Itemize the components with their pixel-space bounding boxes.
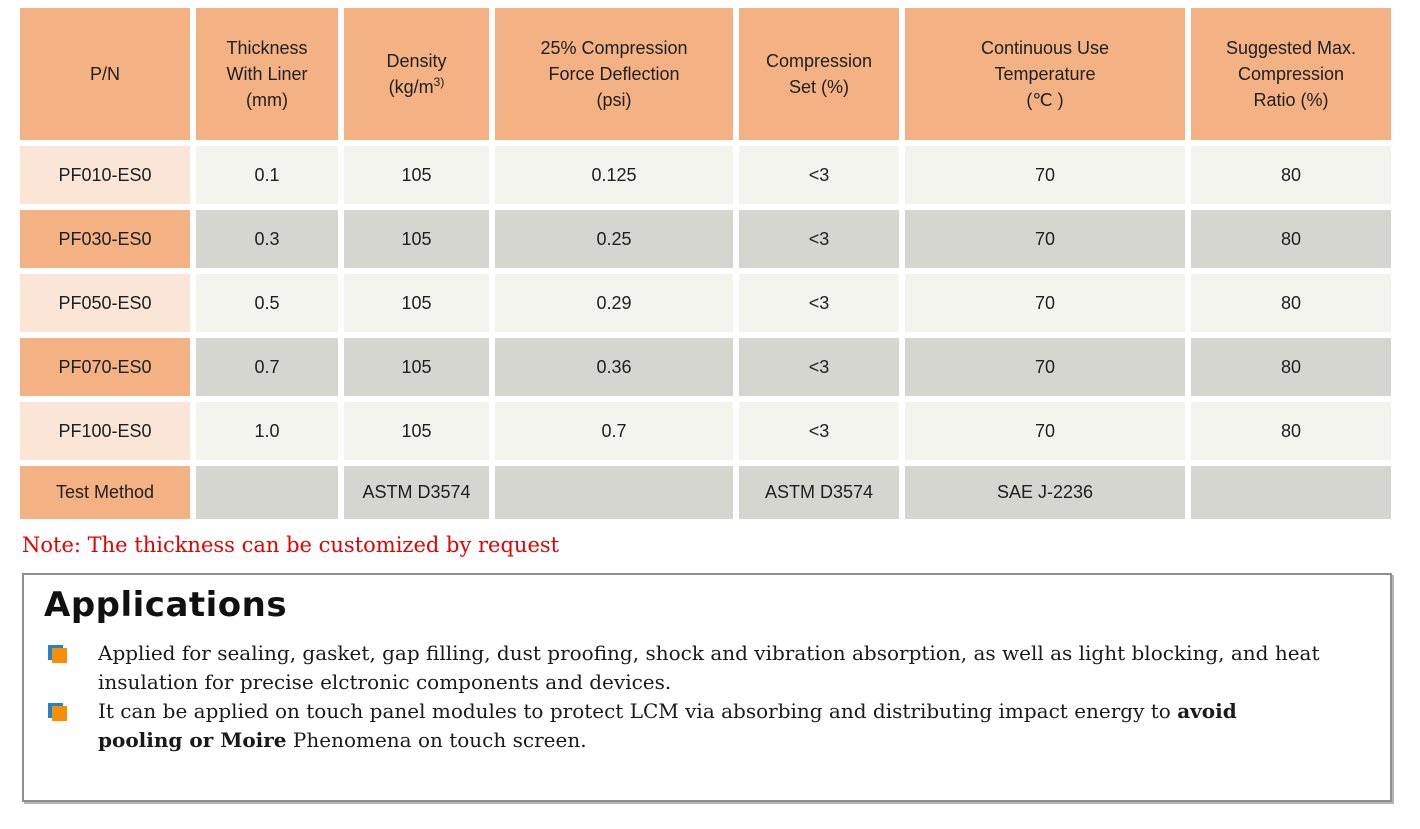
bullet-square-icon <box>48 645 68 665</box>
data-cell: <3 <box>739 338 899 396</box>
data-cell: 80 <box>1191 146 1391 204</box>
thickness-note: Note: The thickness can be customized by… <box>22 533 560 557</box>
data-cell: 70 <box>905 402 1185 460</box>
data-cell: 105 <box>344 338 489 396</box>
header-cell-5: Continuous Use Temperature (℃ ) <box>905 8 1185 140</box>
header-cell-4: Compression Set (%) <box>739 8 899 140</box>
data-cell: 105 <box>344 274 489 332</box>
bullet-text-segment: It can be applied on touch panel modules… <box>98 699 1178 723</box>
data-cell: 105 <box>344 146 489 204</box>
data-cell: 70 <box>905 274 1185 332</box>
test-method-cell <box>495 466 733 519</box>
bullet-text: It can be applied on touch panel modules… <box>98 697 1328 755</box>
applications-title: Applications <box>44 585 288 625</box>
data-cell: <3 <box>739 146 899 204</box>
data-cell: 0.125 <box>495 146 733 204</box>
data-cell: 0.25 <box>495 210 733 268</box>
data-cell: 0.1 <box>196 146 338 204</box>
table-row: PF100-ES0 1.0 105 0.7 <3 70 80 <box>20 402 1391 460</box>
data-cell: 0.7 <box>495 402 733 460</box>
data-cell: 105 <box>344 402 489 460</box>
data-cell: 70 <box>905 210 1185 268</box>
test-method-cell <box>1191 466 1391 519</box>
bullet-orange-square <box>52 706 67 721</box>
test-method-cell: SAE J-2236 <box>905 466 1185 519</box>
pn-cell: PF050-ES0 <box>20 274 190 332</box>
data-cell: 80 <box>1191 402 1391 460</box>
superscript: 3) <box>433 75 445 89</box>
data-cell: 0.5 <box>196 274 338 332</box>
data-cell: 80 <box>1191 210 1391 268</box>
bullet-text-bold-segment: avoid pooling or Moire <box>98 699 1237 752</box>
table-row: PF070-ES0 0.7 105 0.36 <3 70 80 <box>20 338 1391 396</box>
pn-cell: PF100-ES0 <box>20 402 190 460</box>
bullet-square-icon <box>48 703 68 723</box>
header-cell-2: Density (kg/m3) <box>344 8 489 140</box>
pn-cell: PF030-ES0 <box>20 210 190 268</box>
pn-cell: PF070-ES0 <box>20 338 190 396</box>
data-cell: 0.3 <box>196 210 338 268</box>
bullet-text-segment: Phenomena on touch screen. <box>286 728 587 752</box>
spec-table-header-row: P/N Thickness With Liner (mm) Density (kg/… <box>20 8 1391 140</box>
data-cell: 80 <box>1191 274 1391 332</box>
applications-section: Applications Applied for sealing, gasket… <box>22 573 1392 802</box>
bullet-text: Applied for sealing, gasket, gap filling… <box>98 639 1328 697</box>
header-cell-3: 25% Compression Force Deflection (psi) <box>495 8 733 140</box>
data-cell: 70 <box>905 146 1185 204</box>
header-cell-0: P/N <box>20 8 190 140</box>
data-cell: 70 <box>905 338 1185 396</box>
data-cell: <3 <box>739 402 899 460</box>
test-method-row: Test Method ASTM D3574 ASTM D3574 SAE J-223… <box>20 466 1391 519</box>
data-cell: <3 <box>739 210 899 268</box>
application-bullet: It can be applied on touch panel modules… <box>44 697 1370 755</box>
table-row: PF050-ES0 0.5 105 0.29 <3 70 80 <box>20 274 1391 332</box>
test-method-cell: ASTM D3574 <box>739 466 899 519</box>
data-cell: <3 <box>739 274 899 332</box>
data-cell: 1.0 <box>196 402 338 460</box>
header-cell-6: Suggested Max. Compression Ratio (%) <box>1191 8 1391 140</box>
header-cell-1: Thickness With Liner (mm) <box>196 8 338 140</box>
data-cell: 80 <box>1191 338 1391 396</box>
applications-list: Applied for sealing, gasket, gap filling… <box>44 639 1370 755</box>
bullet-text-segment: Applied for sealing, gasket, gap filling… <box>98 641 1320 694</box>
test-method-label-cell: Test Method <box>20 466 190 519</box>
test-method-cell <box>196 466 338 519</box>
table-row: PF030-ES0 0.3 105 0.25 <3 70 80 <box>20 210 1391 268</box>
data-cell: 0.7 <box>196 338 338 396</box>
table-row: PF010-ES0 0.1 105 0.125 <3 70 80 <box>20 146 1391 204</box>
test-method-cell: ASTM D3574 <box>344 466 489 519</box>
pn-cell: PF010-ES0 <box>20 146 190 204</box>
application-bullet: Applied for sealing, gasket, gap filling… <box>44 639 1370 697</box>
spec-table: P/N Thickness With Liner (mm) Density (kg/… <box>14 2 1397 525</box>
bullet-orange-square <box>52 648 67 663</box>
data-cell: 0.29 <box>495 274 733 332</box>
data-cell: 105 <box>344 210 489 268</box>
data-cell: 0.36 <box>495 338 733 396</box>
